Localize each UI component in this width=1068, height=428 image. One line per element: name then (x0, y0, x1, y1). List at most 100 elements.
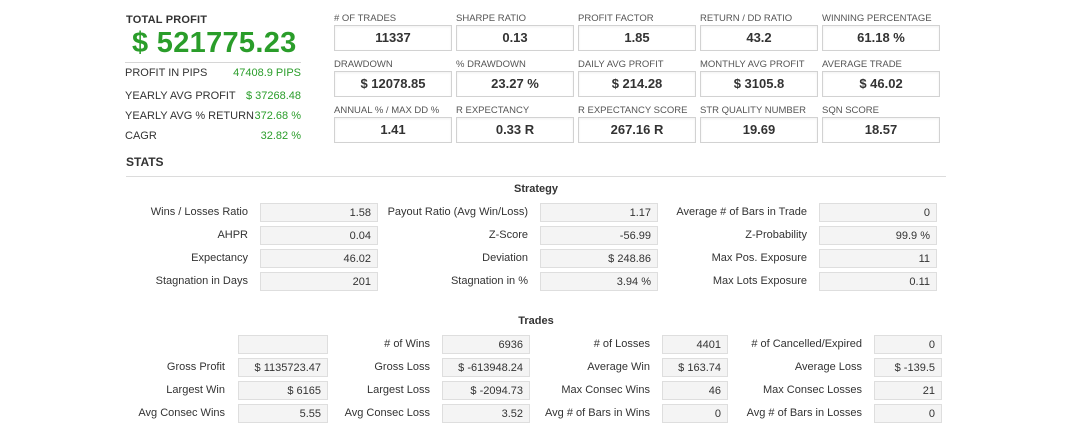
trades-stat-value: 4401 (662, 335, 728, 354)
trades-stat-label: # of Losses (593, 338, 650, 350)
trades-stat-label: Gross Profit (166, 361, 225, 373)
strategy-stat-label: Payout Ratio (Avg Win/Loss) (387, 206, 528, 218)
kpi-label: ANNUAL % / MAX DD % (334, 105, 440, 116)
kpi-label: # OF TRADES (334, 13, 397, 24)
trades-stat-value: 5.55 (238, 404, 328, 423)
trades-stat-label: Avg # of Bars in Wins (545, 407, 650, 419)
summary-value: 47408.9 PIPS (233, 67, 301, 79)
kpi-value: 23.27 % (456, 71, 574, 97)
trades-stat-value (238, 335, 328, 354)
kpi-label: R EXPECTANCY (456, 105, 530, 116)
kpi-value: 0.33 R (456, 117, 574, 143)
strategy-stat-label: Average # of Bars in Trade (676, 206, 807, 218)
strategy-stat-label: Wins / Losses Ratio (150, 206, 248, 218)
trades-stat-label: Average Win (587, 361, 650, 373)
trades-stat-label: Avg Consec Wins (138, 407, 225, 419)
trades-stat-value: 0 (874, 335, 942, 354)
trades-section-title: Trades (518, 315, 554, 327)
summary-row: CAGR 32.82 % (125, 126, 301, 146)
kpi-label: WINNING PERCENTAGE (822, 13, 932, 24)
strategy-stat-label: Stagnation in Days (155, 275, 248, 287)
strategy-stat-label: Max Pos. Exposure (711, 252, 807, 264)
kpi-label: R EXPECTANCY SCORE (578, 105, 688, 116)
strategy-stat-value: $ 248.86 (540, 249, 658, 268)
summary-row: YEARLY AVG PROFIT $ 37268.48 (125, 86, 301, 106)
kpi-label: PROFIT FACTOR (578, 13, 654, 24)
strategy-stat-value: 46.02 (260, 249, 378, 268)
strategy-stat-value: 201 (260, 272, 378, 291)
trades-stat-value: 46 (662, 381, 728, 400)
kpi-value: 11337 (334, 25, 452, 51)
kpi-value: $ 214.28 (578, 71, 696, 97)
trades-stat-label: Avg Consec Loss (344, 407, 430, 419)
trades-stat-value: $ 163.74 (662, 358, 728, 377)
strategy-section-title: Strategy (513, 183, 559, 195)
kpi-label: SHARPE RATIO (456, 13, 527, 24)
kpi-value: 18.57 (822, 117, 940, 143)
strategy-stat-value: 1.17 (540, 203, 658, 222)
strategy-stat-value: 3.94 % (540, 272, 658, 291)
strategy-stat-value: 0.11 (819, 272, 937, 291)
summary-label: YEARLY AVG % RETURN (125, 110, 254, 122)
total-profit-label: TOTAL PROFIT (126, 14, 208, 26)
trades-stat-label: Largest Loss (367, 384, 430, 396)
trades-stat-label: Average Loss (794, 361, 862, 373)
trades-stat-value: 0 (874, 404, 942, 423)
trades-stat-value: $ -613948.24 (442, 358, 530, 377)
trades-stat-label: Avg # of Bars in Losses (746, 407, 862, 419)
kpi-value: 61.18 % (822, 25, 940, 51)
summary-label: PROFIT IN PIPS (125, 67, 208, 79)
strategy-stat-label: Z-Score (488, 229, 528, 241)
strategy-stat-label: Max Lots Exposure (712, 275, 807, 287)
trades-stat-value: 6936 (442, 335, 530, 354)
kpi-label: DAILY AVG PROFIT (578, 59, 664, 70)
stats-title: STATS (126, 155, 164, 169)
summary-value: $ 37268.48 (245, 90, 301, 102)
trades-stat-value: 0 (662, 404, 728, 423)
trades-stat-value: $ 1135723.47 (238, 358, 328, 377)
strategy-stat-value: 11 (819, 249, 937, 268)
trades-stat-label: Gross Loss (374, 361, 430, 373)
trades-stat-value: $ -2094.73 (442, 381, 530, 400)
strategy-stat-label: Stagnation in % (450, 275, 528, 287)
kpi-label: RETURN / DD RATIO (700, 13, 793, 24)
strategy-stat-value: 1.58 (260, 203, 378, 222)
kpi-value: 43.2 (700, 25, 818, 51)
trades-stat-value: $ -139.5 (874, 358, 942, 377)
strategy-stat-label: AHPR (217, 229, 248, 241)
kpi-value: 1.85 (578, 25, 696, 51)
kpi-label: MONTHLY AVG PROFIT (700, 59, 805, 70)
kpi-value: 267.16 R (578, 117, 696, 143)
summary-label: CAGR (125, 130, 157, 142)
stats-divider (126, 176, 946, 177)
kpi-value: 19.69 (700, 117, 818, 143)
trades-stat-label: Max Consec Losses (762, 384, 862, 396)
summary-label: YEARLY AVG PROFIT (125, 90, 236, 102)
trades-stat-label: Max Consec Wins (561, 384, 650, 396)
strategy-stat-label: Deviation (482, 252, 528, 264)
trades-stat-value: $ 6165 (238, 381, 328, 400)
kpi-label: DRAWDOWN (334, 59, 393, 70)
trades-stat-label: # of Cancelled/Expired (751, 338, 862, 350)
kpi-value: $ 3105.8 (700, 71, 818, 97)
trades-stat-value: 3.52 (442, 404, 530, 423)
kpi-value: $ 46.02 (822, 71, 940, 97)
kpi-label: % DRAWDOWN (456, 59, 526, 70)
strategy-stat-value: 99.9 % (819, 226, 937, 245)
strategy-stat-value: 0.04 (260, 226, 378, 245)
summary-value: 32.82 % (260, 130, 301, 142)
trades-stat-label: # of Wins (384, 338, 430, 350)
kpi-value: 1.41 (334, 117, 452, 143)
kpi-label: STR QUALITY NUMBER (700, 105, 806, 116)
summary-value: 372.68 % (254, 110, 301, 122)
strategy-stat-label: Expectancy (191, 252, 248, 264)
kpi-value: $ 12078.85 (334, 71, 452, 97)
summary-row: PROFIT IN PIPS 47408.9 PIPS (125, 62, 301, 83)
kpi-value: 0.13 (456, 25, 574, 51)
strategy-stat-label: Z-Probability (745, 229, 807, 241)
strategy-stat-value: 0 (819, 203, 937, 222)
summary-row: YEARLY AVG % RETURN 372.68 % (125, 106, 301, 126)
trades-stat-label: Largest Win (166, 384, 225, 396)
kpi-label: SQN SCORE (822, 105, 880, 116)
total-profit-value: $ 521775.23 (132, 27, 297, 59)
